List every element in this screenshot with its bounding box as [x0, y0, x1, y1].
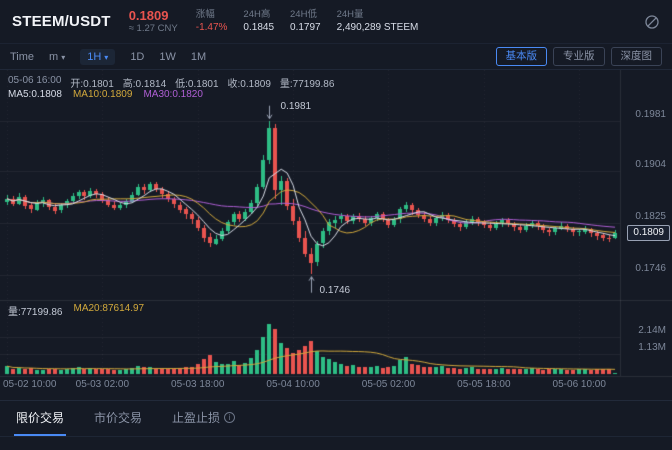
price-axis-label: 0.1981: [635, 108, 666, 120]
order-panel: 限价交易 市价交易 止盈止损 i: [0, 400, 672, 450]
interval-time-button[interactable]: Time: [10, 51, 34, 63]
time-axis-label: 05-03 02:00: [75, 379, 130, 390]
pair-title: STEEM/USDT: [12, 13, 111, 30]
price-axis-label: 0.1825: [635, 210, 666, 222]
chart-toolbar: Time m ▾ 1H ▾ 1D 1W 1M 基本版 专业版 深度图: [0, 44, 672, 70]
stat-24h-low-label: 24H低: [290, 8, 317, 20]
interval-minutes-label: m: [49, 50, 59, 63]
interval-1m-label: 1M: [190, 50, 207, 63]
chevron-down-icon: ▾: [104, 52, 109, 62]
chevron-down-icon: ▾: [61, 52, 66, 62]
tab-stop-limit-label: 止盈止损: [172, 411, 221, 425]
basic-version-button[interactable]: 基本版: [495, 46, 547, 67]
price-axis-label: 0.1746: [635, 262, 666, 274]
chart-region: 05-06 16:00 开:0.1801 高:0.1814 低:0.1801 收…: [0, 70, 672, 400]
candle-volume: 量:77199.86: [279, 79, 335, 90]
time-axis-label: 05-05 02:00: [361, 379, 416, 390]
candle-high: 高:0.1814: [122, 79, 167, 90]
interval-minutes-dropdown[interactable]: m ▾: [49, 51, 65, 63]
interval-time-label: Time: [10, 50, 35, 63]
tab-market-order-label: 市价交易: [94, 411, 143, 425]
time-axis-label: 05-06 10:00: [552, 379, 606, 390]
tab-stop-limit[interactable]: 止盈止损 i: [170, 401, 237, 436]
volume-readout: 量:77199.86 MA20:87614.97: [8, 303, 144, 318]
time-axis-label: 05-02 10:00: [3, 379, 57, 390]
chart-mode-buttons: 基本版 专业版 深度图: [495, 46, 662, 67]
price-block: 0.1809 ≈ 1.27 CNY: [128, 7, 178, 35]
tab-limit-order-label: 限价交易: [16, 411, 65, 425]
order-tabs: 限价交易 市价交易 止盈止损 i: [0, 401, 672, 437]
price-axis-label: 0.1904: [635, 159, 666, 171]
tab-limit-order[interactable]: 限价交易: [14, 401, 67, 436]
volume-axis-label: 2.14M: [638, 324, 666, 336]
candle-low: 低:0.1801: [175, 79, 219, 90]
stat-24h-high-value: 0.1845: [243, 22, 275, 34]
candle-close: 收:0.1809: [227, 79, 271, 90]
stat-24h-volume-value: 2,490,289 STEEM: [336, 22, 419, 34]
stat-change-label: 涨幅: [195, 8, 215, 20]
time-axis-label: 05-05 18:00: [457, 379, 511, 390]
ma10-value: MA10:0.1809: [72, 89, 133, 100]
stat-change-value: -1.47%: [195, 22, 228, 34]
depth-chart-button[interactable]: 深度图: [610, 46, 662, 67]
interval-1h-dropdown[interactable]: 1H ▾: [80, 48, 116, 65]
ma-readout: MA5:0.1808 MA10:0.1809 MA30:0.1820: [8, 89, 203, 100]
interval-1d-label: 1D: [130, 50, 145, 63]
header-stats: 涨幅 -1.47% 24H高 0.1845 24H低 0.1797 24H量 2…: [195, 8, 419, 34]
interval-1w-label: 1W: [159, 50, 176, 63]
pro-version-button[interactable]: 专业版: [553, 46, 605, 67]
tab-market-order[interactable]: 市价交易: [92, 401, 144, 436]
ma30-value: MA30:0.1820: [143, 89, 203, 100]
candle-time: 05-06 16:00: [8, 75, 62, 86]
interval-1d-button[interactable]: 1D: [130, 51, 144, 63]
stat-24h-high-label: 24H高: [243, 8, 271, 20]
stat-24h-high: 24H高 0.1845: [243, 8, 275, 34]
ohlc-readout: 05-06 16:00 开:0.1801 高:0.1814 低:0.1801 收…: [8, 75, 334, 90]
volume-value: 量:77199.86: [8, 307, 63, 318]
stat-24h-volume: 24H量 2,490,289 STEEM: [336, 8, 419, 34]
time-axis-label: 05-03 18:00: [171, 379, 225, 390]
candlestick-chart[interactable]: [0, 70, 672, 400]
header: STEEM/USDT 0.1809 ≈ 1.27 CNY 涨幅 -1.47% 2…: [0, 0, 672, 44]
time-axis-label: 05-04 10:00: [266, 379, 320, 390]
high-annotation: 0.1981: [280, 100, 312, 112]
last-price: 0.1809: [128, 7, 169, 23]
stat-24h-volume-label: 24H量: [336, 8, 364, 20]
volume-axis-label: 1.13M: [638, 342, 666, 354]
stat-24h-low-value: 0.1797: [290, 22, 321, 34]
interval-1w-button[interactable]: 1W: [159, 51, 176, 63]
interval-1h-label: 1H: [87, 50, 102, 63]
current-price-badge: 0.1809: [627, 225, 670, 242]
price-cny-conversion: ≈ 1.27 CNY: [128, 22, 178, 34]
volume-ma20-value: MA20:87614.97: [73, 303, 145, 314]
slashed-circle-icon[interactable]: [644, 14, 660, 30]
stat-24h-low: 24H低 0.1797: [290, 8, 321, 34]
low-annotation: 0.1746: [319, 284, 351, 296]
info-icon[interactable]: i: [224, 412, 236, 423]
interval-1m-button[interactable]: 1M: [191, 51, 206, 63]
candle-open: 开:0.1801: [70, 79, 114, 90]
stat-change: 涨幅 -1.47%: [195, 8, 228, 34]
ma5-value: MA5:0.1808: [8, 89, 62, 100]
